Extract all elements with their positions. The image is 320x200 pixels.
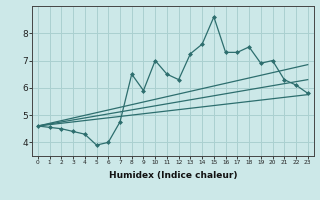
X-axis label: Humidex (Indice chaleur): Humidex (Indice chaleur)	[108, 171, 237, 180]
